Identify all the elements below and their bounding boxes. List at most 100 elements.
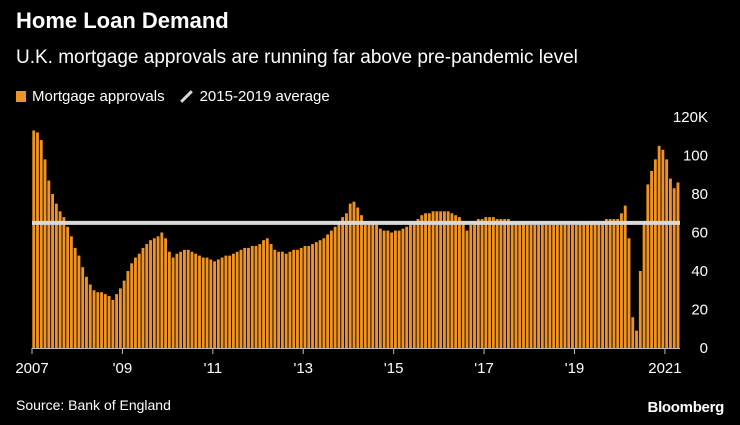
- bar: [288, 251, 292, 348]
- x-tick-label: '19: [565, 360, 585, 377]
- bar: [250, 245, 254, 348]
- bar: [382, 230, 386, 348]
- bar: [81, 267, 85, 348]
- bar: [247, 247, 250, 348]
- bar: [476, 219, 480, 348]
- bar: [676, 182, 680, 348]
- bar: [646, 184, 650, 349]
- bar: [450, 213, 454, 348]
- bar: [92, 290, 96, 348]
- bar: [510, 220, 514, 348]
- bar: [378, 228, 382, 348]
- bar: [650, 170, 654, 348]
- bar: [43, 159, 47, 348]
- bar: [631, 317, 635, 348]
- bar: [427, 213, 431, 348]
- y-tick-label: 40: [691, 263, 708, 280]
- bar: [499, 219, 503, 348]
- legend-item-approvals: Mortgage approvals: [16, 88, 165, 105]
- bar: [439, 211, 443, 348]
- legend-label-approvals: Mortgage approvals: [32, 88, 165, 105]
- bar: [307, 245, 311, 348]
- bar: [608, 219, 612, 348]
- bar: [405, 226, 409, 348]
- bar: [326, 234, 330, 348]
- bar: [265, 238, 269, 348]
- bar: [58, 211, 62, 348]
- bar: [141, 247, 145, 348]
- y-tick-label: 80: [691, 186, 708, 203]
- bar: [258, 244, 262, 348]
- bar: [574, 224, 578, 348]
- bar: [589, 220, 593, 348]
- bar: [616, 219, 620, 348]
- bar: [420, 215, 424, 348]
- bar: [183, 249, 186, 348]
- bar: [390, 232, 394, 348]
- bar: [416, 219, 420, 348]
- bar: [522, 222, 525, 349]
- bar: [239, 249, 243, 348]
- bar: [582, 222, 586, 349]
- bar: [47, 180, 51, 348]
- bar: [627, 238, 631, 348]
- bar: [231, 253, 235, 348]
- bar: [484, 217, 488, 348]
- bloomberg-logo: Bloomberg: [647, 399, 725, 416]
- x-tick-label: '09: [113, 360, 133, 377]
- bar: [552, 224, 556, 348]
- bar: [529, 224, 533, 348]
- bar: [77, 255, 81, 348]
- bar: [397, 230, 401, 348]
- bar: [54, 203, 58, 349]
- bar: [194, 253, 198, 348]
- bar: [201, 257, 205, 348]
- bar: [356, 207, 360, 348]
- bar: [533, 224, 537, 348]
- bar: [620, 213, 623, 348]
- bar: [393, 230, 397, 348]
- bar: [363, 224, 367, 348]
- bar: [563, 224, 567, 348]
- bar: [555, 224, 559, 348]
- bar: [507, 219, 510, 348]
- bar: [409, 222, 412, 349]
- x-tick-label: 2021: [648, 360, 681, 377]
- bar: [593, 220, 597, 348]
- bar: [220, 257, 224, 348]
- bar: [488, 217, 492, 348]
- legend-item-average: 2015-2019 average: [179, 88, 330, 105]
- y-tick-label: 0: [700, 340, 708, 357]
- bar: [277, 251, 281, 348]
- bar: [412, 220, 416, 348]
- legend-label-average: 2015-2019 average: [199, 88, 330, 105]
- bar: [273, 249, 277, 348]
- bar: [469, 224, 473, 348]
- bar: [39, 140, 43, 348]
- bar: [480, 219, 484, 348]
- bar: [311, 244, 314, 348]
- bar: [137, 253, 141, 348]
- bar: [465, 230, 469, 348]
- y-tick-label: 60: [691, 225, 708, 242]
- bar: [134, 257, 137, 348]
- chart-title: Home Loan Demand: [16, 8, 229, 33]
- bar: [179, 251, 183, 348]
- bar: [461, 222, 465, 349]
- bar: [537, 224, 541, 348]
- bar: [149, 240, 152, 348]
- bar: [446, 211, 450, 348]
- bar: [431, 211, 435, 348]
- bar: [525, 224, 529, 348]
- bar: [518, 222, 522, 349]
- chart-subtitle: U.K. mortgage approvals are running far …: [16, 47, 578, 68]
- bar: [491, 217, 495, 348]
- bar: [586, 222, 589, 349]
- bar: [103, 294, 107, 348]
- bar: [243, 247, 247, 348]
- bar: [638, 271, 642, 348]
- bar: [314, 242, 318, 349]
- bar: [62, 217, 66, 348]
- bar: [175, 253, 179, 348]
- bar: [567, 224, 571, 348]
